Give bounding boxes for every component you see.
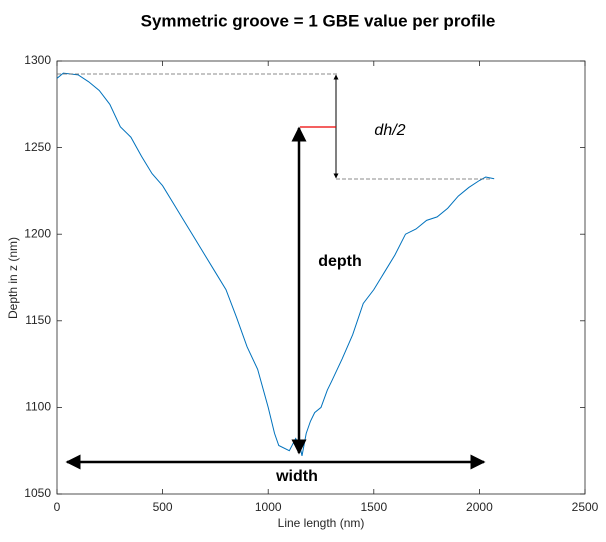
y-tick-label: 1150 <box>25 313 51 327</box>
annotation: width <box>275 468 318 485</box>
plot-frame <box>56 60 586 495</box>
x-tick-label: 500 <box>153 500 173 514</box>
y-tick-label: 1050 <box>24 486 51 500</box>
x-tick-label: 2000 <box>466 500 493 514</box>
y-tick-label: 1300 <box>24 53 51 67</box>
x-tick-label: 0 <box>54 500 61 514</box>
x-tick-label: 1000 <box>255 500 282 514</box>
plot-area <box>56 72 495 456</box>
annotations: dh/2 depth width <box>57 73 492 485</box>
chart-title: Symmetric groove = 1 GBE value per profi… <box>141 11 496 30</box>
y-tick-label: 1100 <box>25 400 51 414</box>
x-axis-label: Line length (nm) <box>278 516 365 530</box>
x-tick-label: 1500 <box>360 500 387 514</box>
data-line <box>56 72 495 456</box>
y-axis-label: Depth in z (nm) <box>6 237 20 319</box>
annotation: depth <box>318 253 362 270</box>
y-tick-label: 1250 <box>24 140 51 154</box>
y-tick-label: 1200 <box>24 226 51 240</box>
annotation: dh/2 <box>374 122 405 139</box>
x-tick-label: 2500 <box>572 500 599 514</box>
